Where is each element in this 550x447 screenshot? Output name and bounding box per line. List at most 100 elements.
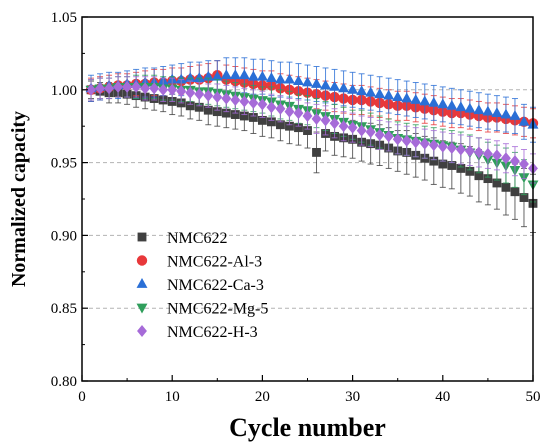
data-point bbox=[347, 121, 358, 134]
data-point bbox=[374, 128, 385, 141]
data-point bbox=[464, 102, 476, 113]
data-point bbox=[149, 82, 160, 95]
y-tick-label: 0.80 bbox=[51, 374, 77, 390]
data-point bbox=[302, 76, 313, 87]
data-point bbox=[447, 161, 457, 170]
data-point bbox=[446, 142, 457, 155]
data-point bbox=[474, 171, 484, 181]
data-point bbox=[229, 69, 241, 80]
data-point bbox=[276, 120, 285, 130]
data-point bbox=[438, 159, 448, 169]
legend-marker bbox=[136, 255, 148, 266]
legend-label: NMC622-H-3 bbox=[167, 324, 258, 341]
data-point bbox=[185, 101, 195, 111]
data-point bbox=[266, 101, 277, 114]
data-point bbox=[464, 144, 475, 157]
data-point bbox=[519, 193, 529, 202]
data-point bbox=[294, 123, 303, 133]
data-point bbox=[203, 89, 214, 102]
data-point bbox=[248, 96, 259, 109]
y-tick-label: 1.00 bbox=[51, 83, 77, 99]
data-point bbox=[500, 108, 512, 119]
data-point bbox=[374, 88, 386, 99]
data-point bbox=[320, 79, 331, 90]
data-point bbox=[518, 115, 530, 126]
legend: NMC622 NMC622-Al-3 NMC622-Ca-3 NMC622-Mg-5 N… bbox=[136, 230, 268, 341]
data-point bbox=[238, 69, 250, 80]
data-point bbox=[392, 133, 403, 146]
data-point bbox=[501, 152, 511, 165]
data-point bbox=[356, 124, 367, 137]
legend-marker bbox=[136, 303, 148, 314]
data-point bbox=[311, 77, 322, 88]
legend-item: NMC622-Ca-3 bbox=[136, 277, 264, 294]
data-point bbox=[437, 98, 449, 109]
data-point bbox=[455, 143, 466, 156]
data-point bbox=[410, 136, 421, 149]
y-tick-label: 0.90 bbox=[51, 228, 77, 244]
data-point bbox=[284, 73, 295, 84]
data-point bbox=[247, 70, 259, 81]
x-tick-label: 10 bbox=[165, 389, 180, 405]
data-point bbox=[293, 75, 304, 85]
data-point bbox=[356, 85, 368, 96]
data-point bbox=[275, 102, 286, 115]
data-point bbox=[401, 92, 413, 103]
data-point bbox=[483, 174, 493, 184]
data-point bbox=[383, 89, 395, 100]
data-point bbox=[230, 94, 241, 106]
legend-label: NMC622-Mg-5 bbox=[167, 301, 268, 318]
data-point bbox=[256, 70, 268, 81]
data-point bbox=[491, 149, 502, 162]
data-point bbox=[113, 80, 124, 93]
data-point bbox=[265, 72, 277, 83]
x-axis: 0 10 20 30 40 50 bbox=[78, 375, 541, 405]
data-point bbox=[104, 82, 114, 95]
data-point bbox=[509, 110, 521, 120]
data-point bbox=[167, 83, 178, 96]
data-point bbox=[274, 73, 286, 84]
data-point bbox=[140, 82, 151, 95]
data-point bbox=[221, 108, 231, 118]
data-point bbox=[455, 101, 467, 112]
legend-label: NMC622-Ca-3 bbox=[167, 277, 264, 294]
data-point bbox=[211, 70, 223, 81]
legend-marker bbox=[137, 325, 147, 337]
data-point bbox=[158, 83, 169, 96]
data-point bbox=[383, 130, 394, 143]
x-tick-label: 20 bbox=[255, 389, 270, 405]
legend-item: NMC622-Mg-5 bbox=[136, 301, 268, 318]
data-point bbox=[482, 147, 493, 160]
data-point bbox=[257, 115, 267, 125]
data-point bbox=[284, 105, 295, 118]
data-point bbox=[510, 187, 520, 197]
data-point bbox=[510, 155, 520, 168]
legend-label: NMC622 bbox=[167, 230, 227, 247]
data-point bbox=[473, 146, 484, 159]
data-point bbox=[193, 72, 205, 83]
x-tick-label: 50 bbox=[526, 389, 541, 405]
data-point bbox=[293, 107, 304, 120]
data-point bbox=[401, 134, 412, 147]
data-point bbox=[248, 113, 258, 122]
data-point bbox=[122, 80, 133, 93]
data-point bbox=[338, 82, 350, 93]
data-layer bbox=[85, 57, 539, 233]
data-point bbox=[194, 88, 205, 101]
data-point bbox=[428, 139, 439, 152]
data-point bbox=[437, 140, 448, 153]
data-point bbox=[482, 105, 494, 116]
data-point bbox=[176, 85, 187, 98]
data-point bbox=[320, 114, 331, 127]
data-point bbox=[428, 96, 440, 107]
data-point bbox=[311, 112, 322, 125]
data-point bbox=[185, 86, 196, 99]
data-point bbox=[212, 91, 223, 104]
data-point bbox=[302, 110, 313, 122]
data-point bbox=[86, 83, 96, 96]
data-point bbox=[95, 82, 105, 95]
data-point bbox=[365, 126, 376, 139]
legend-item: NMC622-H-3 bbox=[137, 324, 258, 341]
x-tick-label: 0 bbox=[78, 389, 86, 405]
data-point bbox=[410, 94, 422, 104]
